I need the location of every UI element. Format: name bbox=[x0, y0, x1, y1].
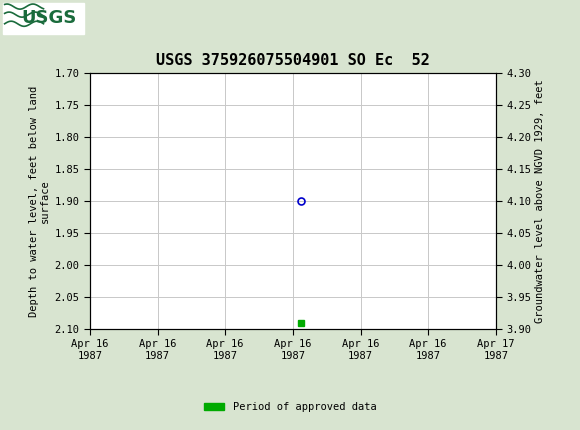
Y-axis label: Depth to water level, feet below land
surface: Depth to water level, feet below land su… bbox=[29, 86, 50, 316]
Y-axis label: Groundwater level above NGVD 1929, feet: Groundwater level above NGVD 1929, feet bbox=[535, 79, 545, 323]
FancyBboxPatch shape bbox=[3, 3, 84, 34]
Title: USGS 375926075504901 SO Ec  52: USGS 375926075504901 SO Ec 52 bbox=[156, 53, 430, 68]
Legend: Period of approved data: Period of approved data bbox=[200, 398, 380, 416]
Text: USGS: USGS bbox=[21, 9, 77, 27]
